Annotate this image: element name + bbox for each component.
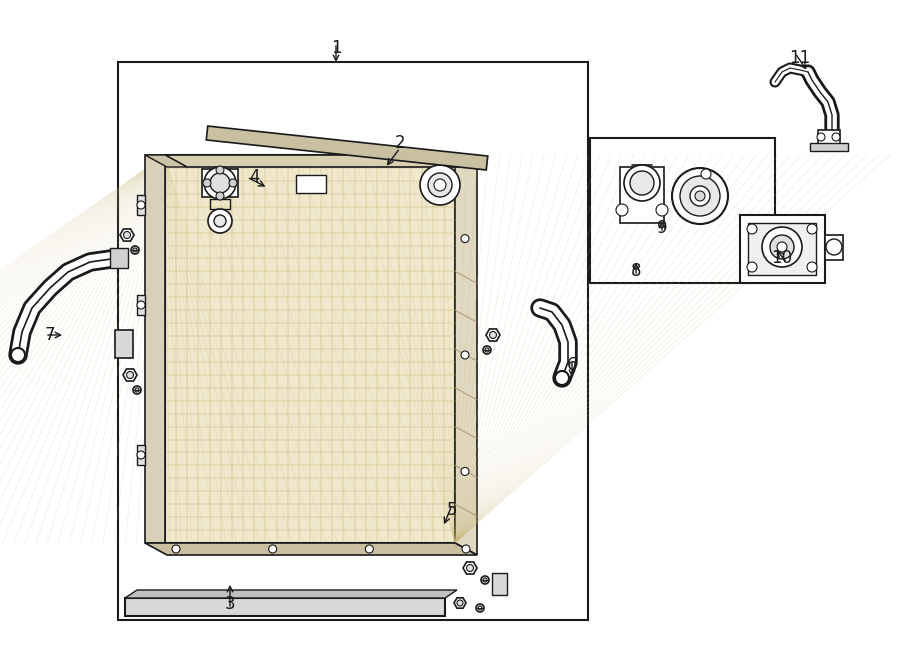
Bar <box>202 169 238 197</box>
Circle shape <box>137 201 145 209</box>
Circle shape <box>269 545 276 553</box>
Circle shape <box>672 168 728 224</box>
Circle shape <box>680 176 720 216</box>
Bar <box>125 598 445 616</box>
Text: 3: 3 <box>225 595 235 613</box>
Circle shape <box>701 169 711 179</box>
Text: 4: 4 <box>250 168 260 186</box>
Text: 8: 8 <box>631 262 641 280</box>
Circle shape <box>11 348 25 362</box>
Circle shape <box>216 192 224 200</box>
Circle shape <box>462 545 470 553</box>
Bar <box>590 138 775 283</box>
Circle shape <box>135 388 139 392</box>
Circle shape <box>434 179 446 191</box>
Bar <box>165 155 455 543</box>
Circle shape <box>210 173 230 193</box>
Circle shape <box>123 231 130 239</box>
Circle shape <box>624 165 660 201</box>
Text: 7: 7 <box>45 326 55 344</box>
Circle shape <box>420 165 460 205</box>
Circle shape <box>690 186 710 206</box>
Circle shape <box>807 224 817 234</box>
Polygon shape <box>123 369 137 381</box>
Text: 5: 5 <box>446 501 457 519</box>
Circle shape <box>616 204 628 216</box>
Circle shape <box>747 262 757 272</box>
Circle shape <box>214 215 226 227</box>
Circle shape <box>777 242 787 252</box>
Circle shape <box>826 239 842 255</box>
Circle shape <box>127 371 133 379</box>
Circle shape <box>229 179 237 187</box>
Bar <box>818 130 840 145</box>
Circle shape <box>807 262 817 272</box>
Circle shape <box>832 133 840 141</box>
Circle shape <box>747 224 757 234</box>
Polygon shape <box>137 195 145 215</box>
Circle shape <box>817 133 825 141</box>
Circle shape <box>137 451 145 459</box>
Bar <box>118 62 588 620</box>
Circle shape <box>481 576 489 584</box>
Circle shape <box>630 171 654 195</box>
Polygon shape <box>463 562 477 574</box>
Circle shape <box>133 386 141 394</box>
Circle shape <box>461 467 469 475</box>
Bar <box>145 155 165 543</box>
Polygon shape <box>137 295 145 315</box>
Bar <box>620 167 664 223</box>
Circle shape <box>555 371 569 385</box>
Circle shape <box>461 235 469 243</box>
Text: 9: 9 <box>657 219 667 237</box>
Polygon shape <box>454 598 466 608</box>
Polygon shape <box>165 155 477 167</box>
Text: 11: 11 <box>789 49 811 67</box>
Text: 1: 1 <box>330 39 341 57</box>
Circle shape <box>428 173 452 197</box>
Circle shape <box>137 301 145 309</box>
Circle shape <box>203 179 211 187</box>
Bar <box>110 248 128 268</box>
Circle shape <box>762 227 802 267</box>
Circle shape <box>656 204 668 216</box>
Circle shape <box>131 246 139 254</box>
Polygon shape <box>137 445 145 465</box>
Polygon shape <box>125 590 457 598</box>
Circle shape <box>476 604 484 612</box>
Bar <box>492 573 507 595</box>
Bar <box>115 330 133 358</box>
Circle shape <box>490 332 497 338</box>
Circle shape <box>172 545 180 553</box>
Circle shape <box>485 348 489 352</box>
Circle shape <box>466 564 473 572</box>
Circle shape <box>208 209 232 233</box>
Circle shape <box>695 191 705 201</box>
Circle shape <box>365 545 374 553</box>
Circle shape <box>457 600 463 606</box>
Circle shape <box>461 351 469 359</box>
Bar <box>825 235 843 260</box>
Circle shape <box>216 166 224 174</box>
Polygon shape <box>120 229 134 241</box>
Polygon shape <box>486 329 500 341</box>
Circle shape <box>483 346 491 354</box>
Bar <box>748 223 816 275</box>
Circle shape <box>483 578 487 582</box>
Polygon shape <box>455 155 477 555</box>
Circle shape <box>770 235 794 259</box>
Circle shape <box>204 167 236 199</box>
Polygon shape <box>145 543 477 555</box>
Bar <box>295 175 326 193</box>
Polygon shape <box>145 155 187 167</box>
Bar <box>810 143 848 151</box>
Text: 2: 2 <box>395 134 405 152</box>
Bar <box>740 215 825 283</box>
Polygon shape <box>206 126 488 170</box>
Circle shape <box>478 606 482 610</box>
Circle shape <box>133 248 137 252</box>
Text: 10: 10 <box>771 249 793 267</box>
Text: 6: 6 <box>567 356 577 374</box>
